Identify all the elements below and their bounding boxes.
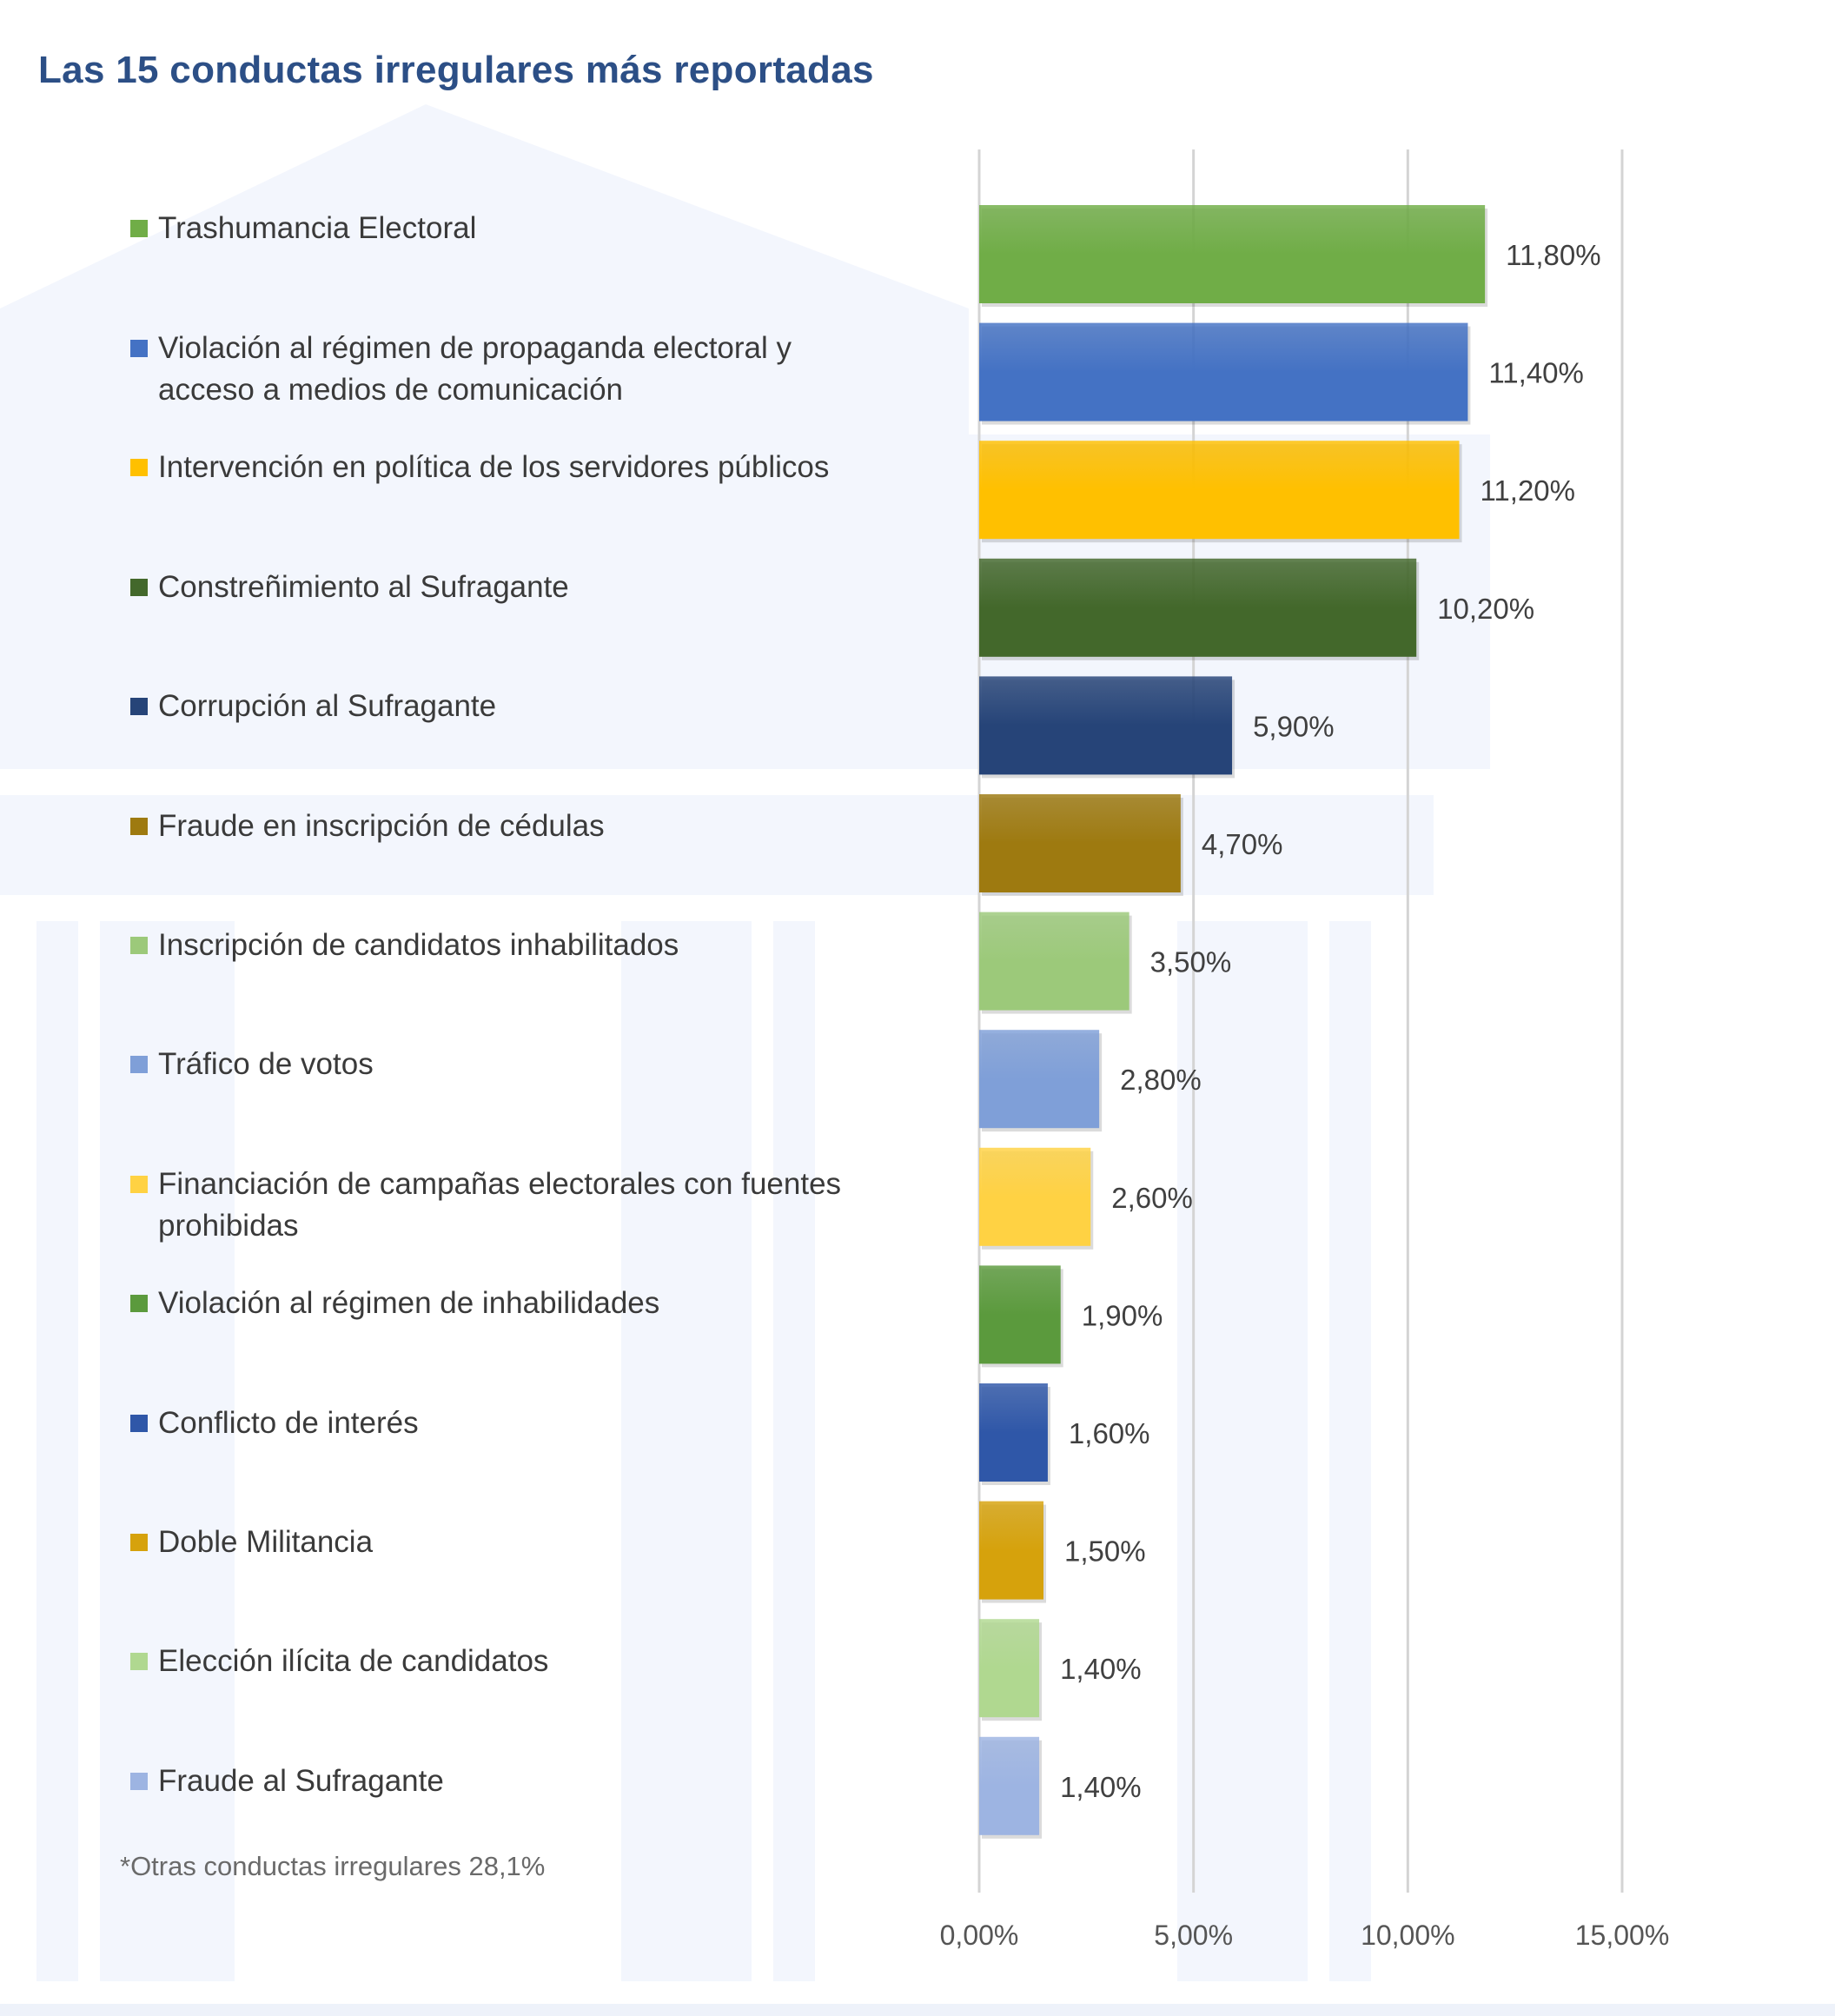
legend-label: Trashumancia Electoral: [158, 211, 477, 245]
data-label: 10,20%: [1437, 593, 1534, 625]
legend-label: Corrupción al Sufragante: [158, 689, 497, 723]
legend-swatch: [130, 459, 148, 476]
legend-swatch: [130, 937, 148, 954]
watermark-column: [621, 921, 752, 1981]
legend-item: Fraude al Sufragante: [130, 1761, 912, 1802]
legend-item: Trashumancia Electoral: [130, 208, 912, 249]
data-label: 1,40%: [1060, 1653, 1142, 1685]
legend-item: Elección ilícita de candidatos: [130, 1641, 912, 1682]
x-tick-label: 15,00%: [1575, 1920, 1670, 1951]
data-label: 1,60%: [1069, 1417, 1150, 1449]
watermark-column: [36, 921, 78, 1981]
data-label: 1,40%: [1060, 1771, 1142, 1803]
bar: [979, 441, 1460, 540]
data-label: 4,70%: [1202, 828, 1283, 860]
data-label: 11,80%: [1506, 239, 1600, 271]
bar: [979, 794, 1181, 892]
legend-label: Fraude en inscripción de cédulas: [158, 809, 605, 843]
bottom-band: [0, 2004, 1835, 2016]
legend-swatch: [130, 220, 148, 237]
data-label: 1,50%: [1064, 1535, 1146, 1568]
legend-swatch: [130, 579, 148, 596]
bar: [979, 322, 1468, 421]
legend-item: Violación al régimen de inhabilidades: [130, 1283, 912, 1324]
legend-label: Inscripción de candidatos inhabilitados: [158, 928, 679, 962]
legend-swatch: [130, 1056, 148, 1073]
legend-swatch: [130, 698, 148, 715]
legend-label: Fraude al Sufragante: [158, 1764, 444, 1798]
data-label: 2,60%: [1111, 1182, 1193, 1214]
x-tick-label: 10,00%: [1361, 1920, 1455, 1951]
legend-label: Violación al régimen de inhabilidades: [158, 1286, 660, 1320]
legend-label: Doble Militancia: [158, 1525, 374, 1559]
legend-swatch: [130, 1415, 148, 1432]
x-tick-label: 5,00%: [1154, 1920, 1233, 1951]
bar: [979, 1147, 1091, 1246]
legend-swatch: [130, 1534, 148, 1551]
legend-item: Violación al régimen de propaganda elect…: [130, 328, 912, 411]
legend-item: Constreñimiento al Sufragante: [130, 567, 912, 608]
bar: [979, 1501, 1043, 1600]
legend-swatch: [130, 1176, 148, 1193]
legend-item: Conflicto de interés: [130, 1403, 912, 1444]
legend-item: Fraude en inscripción de cédulas: [130, 806, 912, 847]
legend-label: Violación al régimen de propaganda elect…: [158, 331, 792, 407]
legend-item: Financiación de campañas electorales con…: [130, 1164, 912, 1247]
bar: [979, 676, 1233, 775]
legend-swatch: [130, 818, 148, 835]
legend-item: Tráfico de votos: [130, 1044, 912, 1085]
watermark-column: [100, 921, 235, 1981]
legend-swatch: [130, 340, 148, 357]
watermark-roof: [0, 104, 969, 769]
watermark-column: [773, 921, 815, 1981]
legend-label: Financiación de campañas electorales con…: [158, 1167, 842, 1243]
legend-label: Conflicto de interés: [158, 1406, 419, 1440]
legend-swatch: [130, 1653, 148, 1670]
bar: [979, 558, 1417, 657]
legend-swatch: [130, 1773, 148, 1790]
x-tick-label: 0,00%: [940, 1920, 1019, 1951]
legend-label: Constreñimiento al Sufragante: [158, 570, 569, 604]
watermark-column: [1177, 921, 1308, 1981]
bar: [979, 1736, 1040, 1835]
bar: [979, 912, 1129, 1011]
bar: [979, 205, 1486, 303]
bar: [979, 1030, 1100, 1129]
data-label: 3,50%: [1150, 946, 1232, 978]
legend-label: Intervención en política de los servidor…: [158, 450, 830, 484]
watermark-column: [1329, 921, 1371, 1981]
legend-item: Intervención en política de los servidor…: [130, 447, 912, 488]
legend-item: Inscripción de candidatos inhabilitados: [130, 925, 912, 966]
bar: [979, 1619, 1040, 1718]
legend-item: Corrupción al Sufragante: [130, 686, 912, 727]
data-label: 2,80%: [1120, 1064, 1202, 1096]
legend-label: Tráfico de votos: [158, 1047, 374, 1081]
data-label: 11,40%: [1488, 357, 1583, 389]
legend-item: Doble Militancia: [130, 1522, 912, 1563]
data-label: 1,90%: [1082, 1299, 1163, 1331]
legend-label: Elección ilícita de candidatos: [158, 1644, 549, 1678]
data-label: 5,90%: [1253, 710, 1335, 742]
chart-title: Las 15 conductas irregulares más reporta…: [38, 49, 874, 91]
legend-swatch: [130, 1295, 148, 1312]
bar: [979, 1265, 1061, 1364]
data-label: 11,20%: [1481, 474, 1575, 507]
bar: [979, 1383, 1048, 1482]
footnote: *Otras conductas irregulares 28,1%: [120, 1851, 546, 1881]
